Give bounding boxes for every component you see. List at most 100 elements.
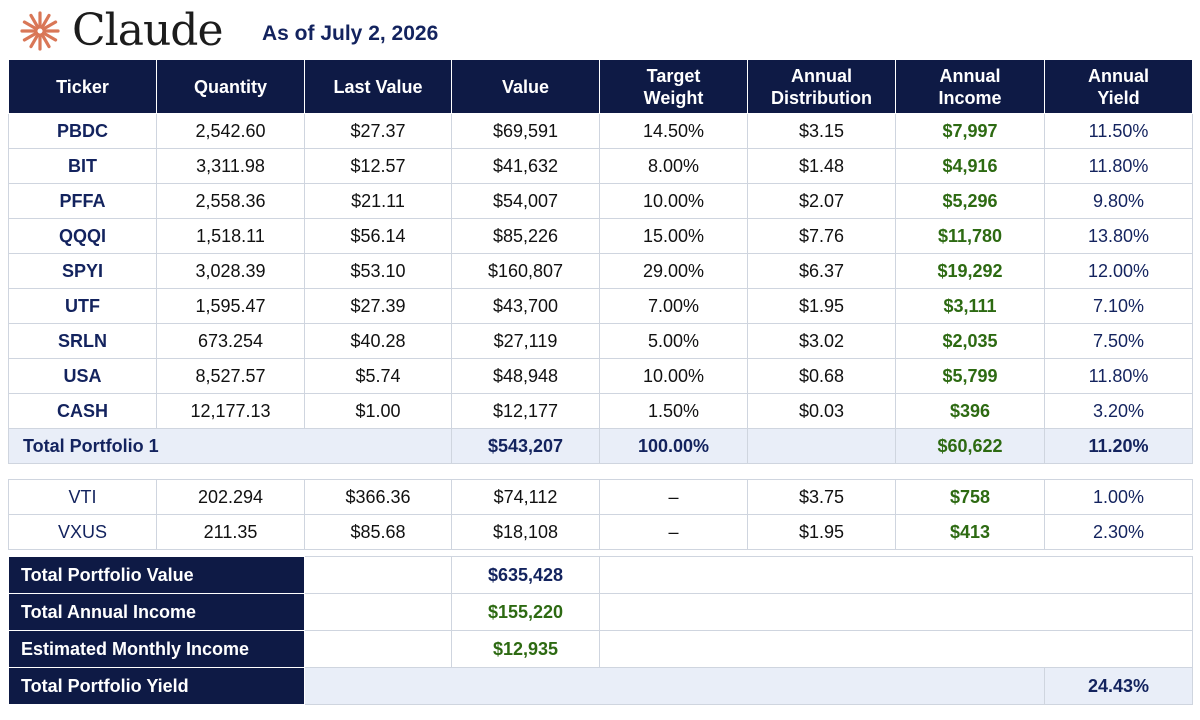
column-header: Target Weight: [599, 59, 748, 114]
summary-blank: [304, 593, 452, 631]
table-row: BIT 3,311.98 $12.57 $41,632 8.00% $1.48 $4,916…: [8, 148, 1193, 184]
logo-ray: [41, 31, 58, 42]
target-weight-cell: 5.00%: [599, 323, 748, 359]
last-value-cell: $5.74: [304, 358, 452, 394]
annual-distribution-cell: $0.03: [747, 393, 896, 429]
target-weight-cell: 14.50%: [599, 113, 748, 149]
total-label: Total Portfolio 1: [8, 428, 452, 464]
annual-distribution-cell: $1.95: [747, 514, 896, 550]
logo-ray: [29, 32, 40, 49]
table-row: CASH 12,177.13 $1.00 $12,177 1.50% $0.03 $396 3…: [8, 393, 1193, 429]
quantity-cell: 211.35: [156, 514, 305, 550]
ticker-cell: QQQI: [8, 218, 157, 254]
summary-row: Estimated Monthly Income $12,935: [8, 630, 1193, 668]
summary-row: Total Annual Income $155,220: [8, 593, 1193, 631]
annual-income-cell: $19,292: [895, 253, 1045, 289]
logo-ray: [22, 20, 39, 31]
ticker-cell: UTF: [8, 288, 157, 324]
total-portfolio-yield: 24.43%: [1044, 667, 1193, 705]
table-row: UTF 1,595.47 $27.39 $43,700 7.00% $1.95 $3,111…: [8, 288, 1193, 324]
annual-distribution-cell: $1.95: [747, 288, 896, 324]
annual-yield-cell: 12.00%: [1044, 253, 1193, 289]
ticker-cell: USA: [8, 358, 157, 394]
last-value-cell: $27.39: [304, 288, 452, 324]
total-annual-income: $60,622: [895, 428, 1045, 464]
last-value-cell: $40.28: [304, 323, 452, 359]
last-value-cell: $1.00: [304, 393, 452, 429]
target-weight-cell: 1.50%: [599, 393, 748, 429]
annual-income-cell: $758: [895, 479, 1045, 515]
annual-income-cell: $5,296: [895, 183, 1045, 219]
ticker-cell: SPYI: [8, 253, 157, 289]
summary-blank: [304, 667, 1045, 705]
ticker-cell: PBDC: [8, 113, 157, 149]
estimated-monthly-income-label: Estimated Monthly Income: [8, 630, 305, 668]
value-cell: $41,632: [451, 148, 600, 184]
annual-distribution-cell: $0.68: [747, 358, 896, 394]
annual-income-cell: $5,799: [895, 358, 1045, 394]
column-header: Annual Yield: [1044, 59, 1193, 114]
ticker-cell: PFFA: [8, 183, 157, 219]
summary-row: Total Portfolio Value $635,428: [8, 556, 1193, 594]
logo-ray: [29, 13, 40, 30]
value-cell: $43,700: [451, 288, 600, 324]
quantity-cell: 1,518.11: [156, 218, 305, 254]
value-cell: $160,807: [451, 253, 600, 289]
value-cell: $74,112: [451, 479, 600, 515]
target-weight-cell: 29.00%: [599, 253, 748, 289]
last-value-cell: $366.36: [304, 479, 452, 515]
annual-distribution-cell: $1.48: [747, 148, 896, 184]
value-cell: $12,177: [451, 393, 600, 429]
value-cell: $48,948: [451, 358, 600, 394]
total-target-weight: 100.00%: [599, 428, 748, 464]
total-portfolio-yield-label: Total Portfolio Yield: [8, 667, 305, 705]
annual-distribution-cell: $3.02: [747, 323, 896, 359]
column-header: Annual Income: [895, 59, 1045, 114]
last-value-cell: $56.14: [304, 218, 452, 254]
claude-logo-icon: [20, 11, 60, 51]
total-distribution-empty: [747, 428, 896, 464]
table-row: PBDC 2,542.60 $27.37 $69,591 14.50% $3.15 $7,9…: [8, 113, 1193, 149]
summary-blank: [599, 556, 1193, 594]
table-row: USA 8,527.57 $5.74 $48,948 10.00% $0.68 $5,799…: [8, 358, 1193, 394]
column-header: Value: [451, 59, 600, 114]
annual-yield-cell: 7.50%: [1044, 323, 1193, 359]
annual-income-cell: $3,111: [895, 288, 1045, 324]
ticker-cell: BIT: [8, 148, 157, 184]
column-header: Last Value: [304, 59, 452, 114]
annual-yield-cell: 13.80%: [1044, 218, 1193, 254]
annual-yield-cell: 11.50%: [1044, 113, 1193, 149]
logo-ray: [40, 32, 51, 49]
annual-income-cell: $11,780: [895, 218, 1045, 254]
last-value-cell: $21.11: [304, 183, 452, 219]
total-annual-yield: 11.20%: [1044, 428, 1193, 464]
target-weight-cell: 7.00%: [599, 288, 748, 324]
target-weight-cell: 10.00%: [599, 358, 748, 394]
annual-yield-cell: 11.80%: [1044, 358, 1193, 394]
table-row: VTI 202.294 $366.36 $74,112– $3.75 $758 1.00%: [8, 479, 1193, 515]
annual-income-cell: $396: [895, 393, 1045, 429]
annual-yield-cell: 2.30%: [1044, 514, 1193, 550]
target-weight-cell: 15.00%: [599, 218, 748, 254]
target-weight-cell: 10.00%: [599, 183, 748, 219]
value-cell: $85,226: [451, 218, 600, 254]
annual-yield-cell: 3.20%: [1044, 393, 1193, 429]
quantity-cell: 8,527.57: [156, 358, 305, 394]
total-portfolio-value: $635,428: [451, 556, 600, 594]
logo-ray: [41, 20, 58, 31]
annual-distribution-cell: $7.76: [747, 218, 896, 254]
quantity-cell: 2,542.60: [156, 113, 305, 149]
logo-ray: [40, 13, 51, 30]
annual-yield-cell: 1.00%: [1044, 479, 1193, 515]
quantity-cell: 1,595.47: [156, 288, 305, 324]
logo-text: Claude: [72, 5, 224, 56]
annual-yield-cell: 9.80%: [1044, 183, 1193, 219]
last-value-cell: $53.10: [304, 253, 452, 289]
table-row: QQQI 1,518.11 $56.14 $85,226 15.00% $7.76 $11,…: [8, 218, 1193, 254]
quantity-cell: 202.294: [156, 479, 305, 515]
value-cell: $18,108: [451, 514, 600, 550]
summary-table: Total Portfolio Value $635,428 Total Ann…: [8, 556, 1193, 705]
annual-income-cell: $7,997: [895, 113, 1045, 149]
total-portfolio-1-row: Total Portfolio 1 $543,207 100.00% $60,6…: [8, 428, 1193, 464]
table-row: VXUS 211.35 $85.68 $18,108– $1.95 $413 2.30%: [8, 514, 1193, 550]
